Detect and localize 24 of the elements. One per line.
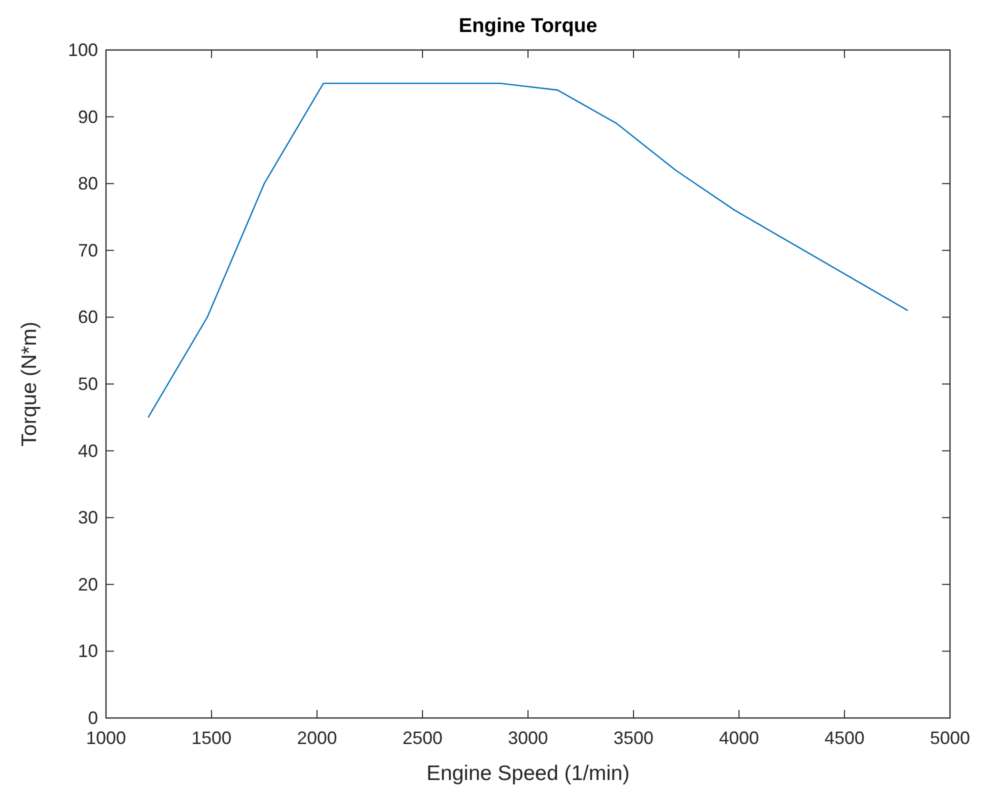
y-tick-label: 0 (88, 708, 98, 728)
x-tick-label: 2000 (296, 728, 338, 748)
y-tick-label: 60 (78, 307, 98, 328)
y-axis-title: Torque (N*m) (18, 322, 41, 446)
x-tick-label: 1500 (191, 728, 232, 748)
x-tick-label: 1000 (86, 728, 126, 748)
y-tick-label: 70 (78, 240, 98, 260)
y-tick-label: 50 (78, 374, 98, 394)
y-tick-label: 10 (78, 641, 98, 662)
line-series (148, 82, 908, 418)
x-axis-title: Engine Speed (1/min) (426, 762, 630, 785)
x-tick-label: 3000 (508, 728, 548, 748)
x-tick-label: 3500 (613, 728, 654, 748)
chart-title: Engine Torque (458, 15, 598, 37)
y-tick-label: 100 (68, 40, 98, 60)
y-tick-label: 40 (78, 440, 98, 461)
x-tick-label: 2500 (402, 728, 443, 748)
x-tick-label: 5000 (930, 728, 970, 748)
y-tick-label: 20 (78, 574, 98, 594)
x-tick-label: 4000 (718, 728, 760, 748)
y-tick-label: 30 (78, 508, 98, 528)
x-tick-label: 4500 (824, 728, 865, 748)
y-tick-label: 90 (78, 106, 98, 127)
y-tick-label: 80 (78, 174, 98, 194)
